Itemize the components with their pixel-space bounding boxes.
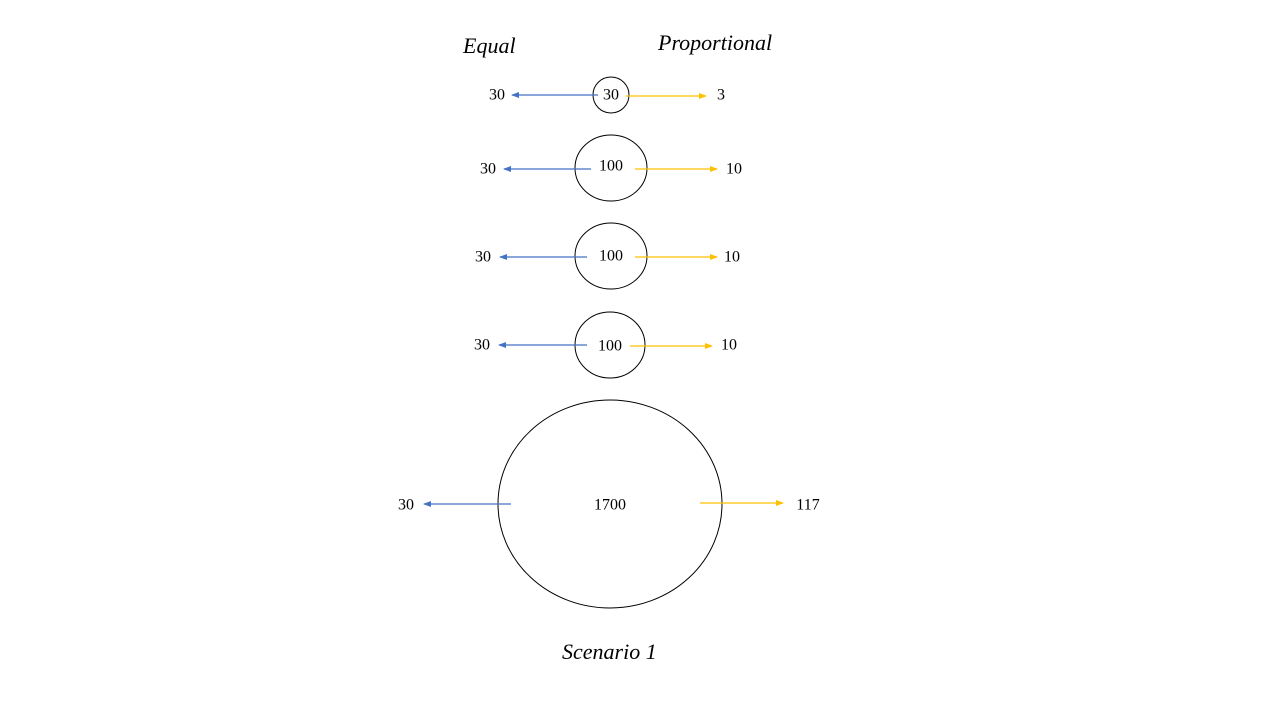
proportional-share-label: 10 [721,337,737,354]
proportional-share-label: 117 [796,497,819,514]
node-value-label: 100 [599,248,623,265]
node-circle [574,134,648,202]
equal-heading: Equal [463,33,516,58]
proportional-share-label: 10 [726,161,742,178]
node-value-label: 100 [598,338,622,355]
equal-share-label: 30 [475,249,491,266]
node-value-label: 100 [599,158,623,175]
equal-share-label: 30 [474,337,490,354]
equal-share-label: 30 [480,161,496,178]
equal-share-label: 30 [398,497,414,514]
proportional-share-label: 10 [724,249,740,266]
proportional-share-label: 3 [717,87,725,104]
node-value-label: 1700 [594,497,626,514]
equal-share-label: 30 [489,87,505,104]
node-value-label: 30 [603,87,619,104]
scenario-caption: Scenario 1 [562,639,657,664]
proportional-heading: Proportional [658,30,773,55]
node-circle [574,222,648,290]
